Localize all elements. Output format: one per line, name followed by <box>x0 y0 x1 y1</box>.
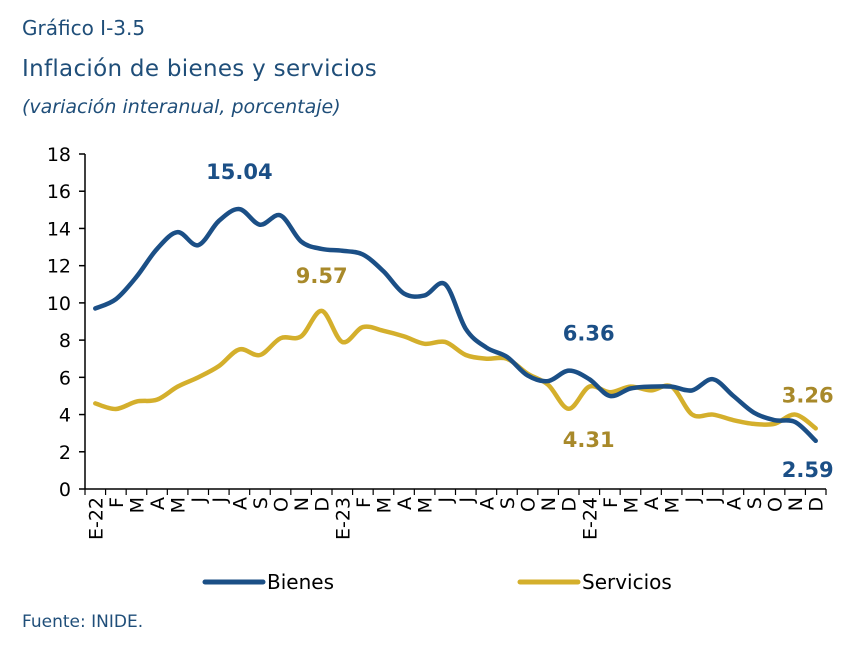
x-tick-label: M <box>126 497 148 513</box>
x-tick-label: E-23 <box>332 497 354 540</box>
data-label-servicios: 9.57 <box>296 264 348 288</box>
data-labels: 15.04 9.57 6.36 4.31 3.26 2.59 <box>206 160 833 482</box>
x-tick-label: J <box>456 497 478 504</box>
x-tick-label: M <box>373 497 395 513</box>
y-tick-label: 12 <box>47 256 71 278</box>
series-line-servicios <box>93 308 818 431</box>
y-tick-label: 18 <box>47 144 71 166</box>
x-tick-label: S <box>744 497 766 509</box>
y-tick-label: 4 <box>59 405 71 427</box>
x-tick-label: M <box>168 497 190 513</box>
x-tick-label: O <box>518 497 540 512</box>
legend: Bienes Servicios <box>202 570 672 594</box>
x-tick-label: O <box>765 497 787 512</box>
x-tick-label: J <box>682 497 704 504</box>
y-tick-label: 6 <box>59 367 71 389</box>
x-tick-label: A <box>723 497 745 510</box>
source-note: Fuente: INIDE. <box>22 612 144 632</box>
legend-label-servicios: Servicios <box>582 570 672 594</box>
x-tick-label: J <box>435 497 457 504</box>
data-label-bienes: 15.04 <box>206 160 272 184</box>
x-tick-label: E-22 <box>85 497 107 540</box>
series-line-bienes <box>93 206 818 444</box>
y-tick-label: 8 <box>59 330 71 352</box>
data-label-bienes: 2.59 <box>782 458 834 482</box>
x-tick-label: A <box>147 497 169 510</box>
axes: 024681012141618E-22FMAMJJASONDE-23FMAMJJ… <box>47 144 828 540</box>
chart-title: Inflación de bienes y servicios <box>22 56 378 82</box>
series-lines <box>93 206 818 444</box>
x-tick-label: E-24 <box>579 497 601 540</box>
chart-kicker: Gráfico I-3.5 <box>22 16 146 40</box>
y-tick-label: 0 <box>59 479 71 501</box>
x-tick-label: M <box>620 497 642 513</box>
x-tick-label: J <box>209 497 231 504</box>
x-tick-label: M <box>415 497 437 513</box>
x-tick-label: A <box>476 497 498 510</box>
y-tick-label: 16 <box>47 181 71 203</box>
chart-subtitle: (variación interanual, porcentaje) <box>22 96 341 118</box>
x-tick-label: S <box>250 497 272 509</box>
x-tick-label: D <box>312 497 334 512</box>
x-tick-label: N <box>291 497 313 511</box>
x-tick-label: N <box>538 497 560 511</box>
y-tick-label: 2 <box>59 442 71 464</box>
x-tick-label: F <box>106 497 128 508</box>
x-tick-label: F <box>353 497 375 508</box>
x-tick-label: O <box>271 497 293 512</box>
legend-label-bienes: Bienes <box>267 570 334 594</box>
x-tick-label: J <box>188 497 210 504</box>
x-tick-label: N <box>785 497 807 511</box>
y-tick-label: 10 <box>47 293 71 315</box>
x-tick-label: D <box>806 497 828 512</box>
x-tick-label: A <box>229 497 251 510</box>
x-tick-label: F <box>600 497 622 508</box>
x-tick-label: M <box>662 497 684 513</box>
x-tick-label: J <box>703 497 725 504</box>
x-tick-label: D <box>559 497 581 512</box>
x-tick-label: S <box>497 497 519 509</box>
y-tick-label: 14 <box>47 218 71 240</box>
x-tick-label: A <box>641 497 663 510</box>
data-label-servicios: 3.26 <box>782 383 834 407</box>
x-tick-label: A <box>394 497 416 510</box>
data-label-bienes: 6.36 <box>563 322 615 346</box>
data-label-servicios: 4.31 <box>563 428 615 452</box>
